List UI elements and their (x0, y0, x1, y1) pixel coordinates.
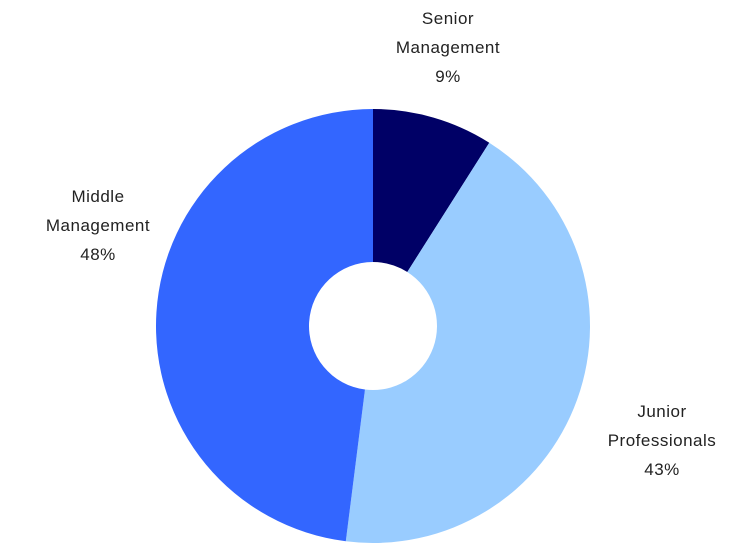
value-label: 43% (644, 460, 680, 479)
category-label: Junior Professionals (607, 402, 717, 450)
donut-slice (345, 142, 590, 543)
value-label: 9% (435, 67, 461, 86)
slice-label: Senior Management 9% (378, 4, 518, 91)
donut-slice (155, 109, 373, 542)
value-label: 48% (80, 245, 116, 264)
category-label: Senior Management (395, 9, 501, 57)
category-label: Middle Management (45, 187, 151, 235)
slice-label: Junior Professionals 43% (587, 397, 737, 484)
slice-label: Middle Management 48% (33, 182, 163, 269)
donut-slice (373, 109, 490, 272)
